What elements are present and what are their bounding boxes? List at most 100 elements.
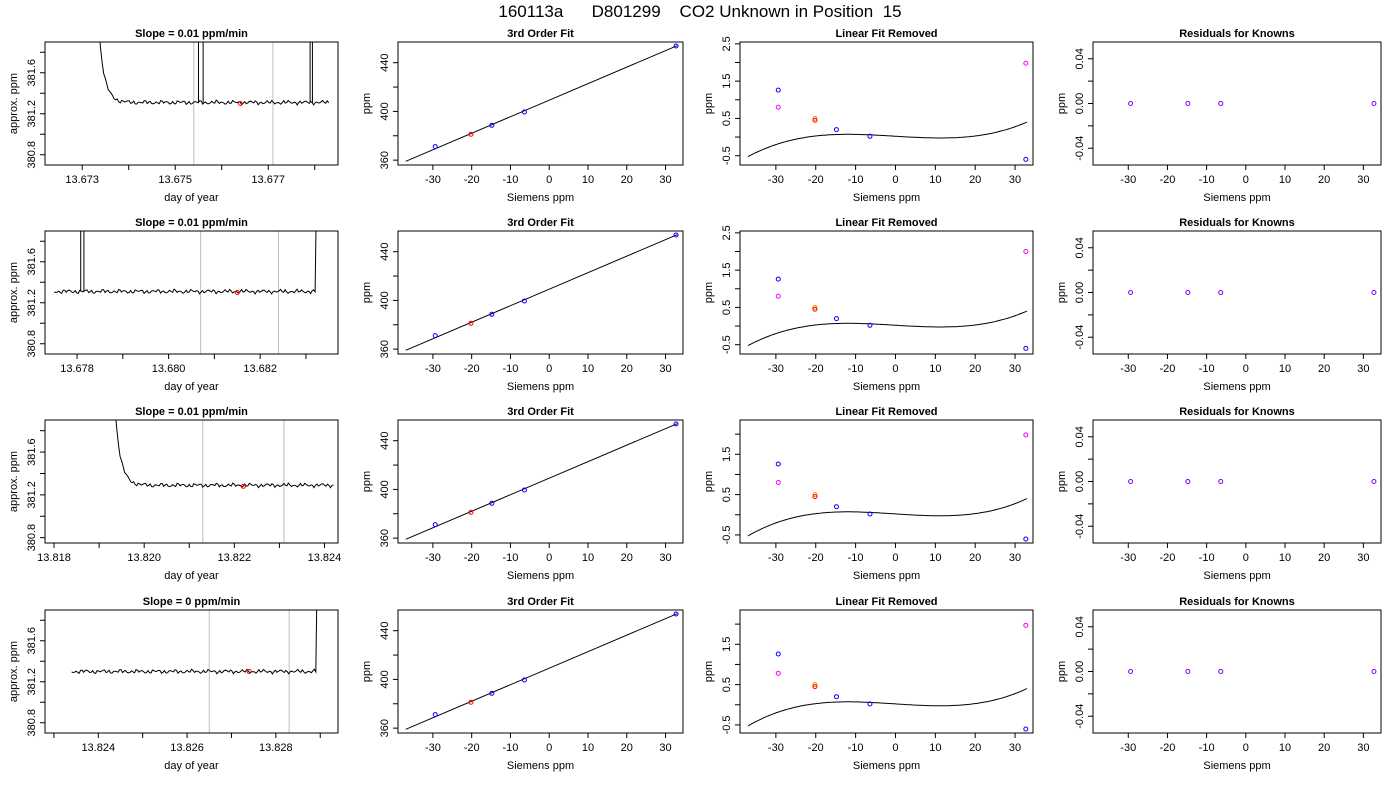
fit-line — [405, 613, 678, 730]
panel-title: Linear Fit Removed — [835, 596, 937, 608]
y-tick-label: 360 — [379, 151, 391, 169]
x-axis-label: Siemens ppm — [1203, 760, 1270, 772]
x-tick-label: -30 — [425, 552, 441, 564]
y-tick-label: 380.8 — [26, 709, 38, 737]
y-axis-label: ppm — [361, 661, 373, 682]
y-tick-label: -0.04 — [1074, 514, 1086, 539]
x-tick-label: 0 — [892, 742, 898, 754]
x-tick-label: 30 — [1009, 174, 1021, 186]
x-axis-label: Siemens ppm — [1203, 570, 1270, 582]
x-tick-label: 0 — [546, 552, 552, 564]
x-tick-label: 20 — [969, 742, 981, 754]
y-tick-label: 381.2 — [26, 668, 38, 696]
plot-frame — [739, 230, 1034, 355]
x-axis-label: Siemens ppm — [1203, 192, 1270, 204]
y-tick-label: 0.00 — [1074, 661, 1086, 682]
x-tick-label: -20 — [808, 174, 824, 186]
x-tick-label: 10 — [929, 742, 941, 754]
x-tick-label: 10 — [929, 174, 941, 186]
y-tick-label: 381.2 — [26, 100, 38, 128]
x-tick-label: 30 — [1357, 742, 1369, 754]
x-tick-label: 13.824 — [308, 552, 342, 564]
data-point — [1023, 432, 1029, 438]
y-tick-label: 381.2 — [26, 289, 38, 317]
data-point — [1371, 101, 1377, 106]
x-tick-label: 0 — [892, 552, 898, 564]
y-tick-label: 400 — [379, 102, 391, 120]
y-tick-label: -0.5 — [721, 146, 733, 165]
trace-line — [115, 420, 334, 489]
x-axis-label: Siemens ppm — [853, 381, 920, 393]
data-point — [833, 504, 839, 510]
x-tick-label: -10 — [502, 742, 518, 754]
data-point — [521, 109, 527, 115]
data-point — [812, 684, 818, 690]
y-tick-label: 381.6 — [26, 248, 38, 276]
data-point — [833, 316, 839, 322]
y-tick-label: -0.04 — [1074, 704, 1086, 729]
x-tick-label: 20 — [621, 174, 633, 186]
data-point — [1128, 101, 1134, 106]
x-tick-label: 10 — [582, 174, 594, 186]
data-point — [812, 306, 818, 312]
chart-panel-r4c2: 3rd Order Fit -30 -20 -10 0 10 20 30 360 400 440 Si… — [361, 596, 684, 772]
x-axis-label: day of year — [164, 760, 219, 772]
chart-panel-r1c2: 3rd Order Fit -30 -20 -10 0 10 20 30 360 400 440 Si… — [361, 28, 684, 204]
x-tick-label: 13.680 — [152, 363, 186, 375]
plot-frame — [44, 609, 339, 734]
panel-title: Residuals for Knowns — [1179, 406, 1295, 418]
y-tick-label: 0.5 — [721, 111, 733, 126]
x-tick-label: 10 — [1279, 552, 1291, 564]
y-axis-label: ppm — [1056, 93, 1068, 114]
data-point — [468, 131, 474, 137]
data-point — [1023, 156, 1029, 162]
y-axis-label: approx. ppm — [8, 262, 20, 323]
plot-frame — [1092, 609, 1382, 734]
y-axis-label: ppm — [361, 471, 373, 492]
plot-area — [115, 420, 334, 543]
panel-title: Linear Fit Removed — [835, 28, 937, 40]
data-point — [521, 487, 527, 493]
plot-area — [99, 42, 330, 165]
data-point — [833, 694, 839, 700]
fit-curve — [747, 688, 1028, 727]
x-tick-label: 0 — [892, 174, 898, 186]
x-tick-label: -20 — [808, 742, 824, 754]
data-point — [867, 511, 873, 517]
data-point — [1128, 479, 1134, 484]
y-axis-label: approx. ppm — [8, 451, 20, 512]
y-tick-label: -0.5 — [721, 335, 733, 354]
x-tick-label: -10 — [848, 742, 864, 754]
y-tick-label: 400 — [379, 480, 391, 498]
x-tick-label: 20 — [1318, 174, 1330, 186]
data-point — [1185, 101, 1191, 106]
x-axis-label: day of year — [164, 570, 219, 582]
fit-line — [405, 423, 678, 540]
x-tick-label: -20 — [808, 552, 824, 564]
data-point — [1185, 669, 1191, 674]
data-point — [775, 461, 781, 467]
plot-area — [1128, 290, 1377, 295]
chart-panel-r2c2: 3rd Order Fit -30 -20 -10 0 10 20 30 360 400 440 Si… — [361, 217, 684, 393]
data-point — [812, 492, 818, 498]
y-tick-label: 0.00 — [1074, 93, 1086, 114]
x-tick-label: 13.820 — [127, 552, 161, 564]
y-tick-label: 440 — [379, 622, 391, 640]
x-tick-label: -10 — [1199, 174, 1215, 186]
panel-title: Linear Fit Removed — [835, 406, 937, 418]
data-point — [673, 421, 679, 427]
x-axis-label: Siemens ppm — [1203, 381, 1270, 393]
y-tick-label: 0.00 — [1074, 471, 1086, 492]
plot-area — [54, 231, 317, 354]
data-point — [1023, 622, 1029, 628]
x-tick-label: 13.826 — [170, 742, 204, 754]
y-tick-label: 380.8 — [26, 141, 38, 169]
x-axis-label: Siemens ppm — [507, 570, 574, 582]
chart-panel-r2c4: Residuals for Knowns -30 -20 -10 0 10 20 30 -0.0… — [1056, 217, 1382, 393]
data-point — [521, 298, 527, 304]
x-tick-label: -20 — [464, 742, 480, 754]
data-point — [673, 611, 679, 617]
x-tick-label: -10 — [848, 363, 864, 375]
x-tick-label: -20 — [1159, 742, 1175, 754]
data-point — [468, 699, 474, 705]
